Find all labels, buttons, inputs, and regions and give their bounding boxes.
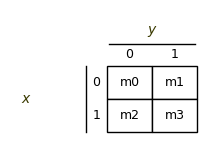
Text: 1: 1: [92, 109, 100, 122]
Bar: [152, 99, 197, 132]
Text: 1: 1: [171, 48, 178, 61]
Bar: [107, 66, 152, 99]
Text: m1: m1: [164, 76, 184, 89]
Text: x: x: [22, 92, 30, 106]
Bar: [152, 66, 197, 99]
Text: m2: m2: [119, 109, 140, 122]
Text: 0: 0: [125, 48, 134, 61]
Bar: [107, 99, 152, 132]
Text: m0: m0: [119, 76, 140, 89]
Text: m3: m3: [164, 109, 184, 122]
Text: 0: 0: [92, 76, 100, 89]
Text: y: y: [148, 23, 156, 37]
